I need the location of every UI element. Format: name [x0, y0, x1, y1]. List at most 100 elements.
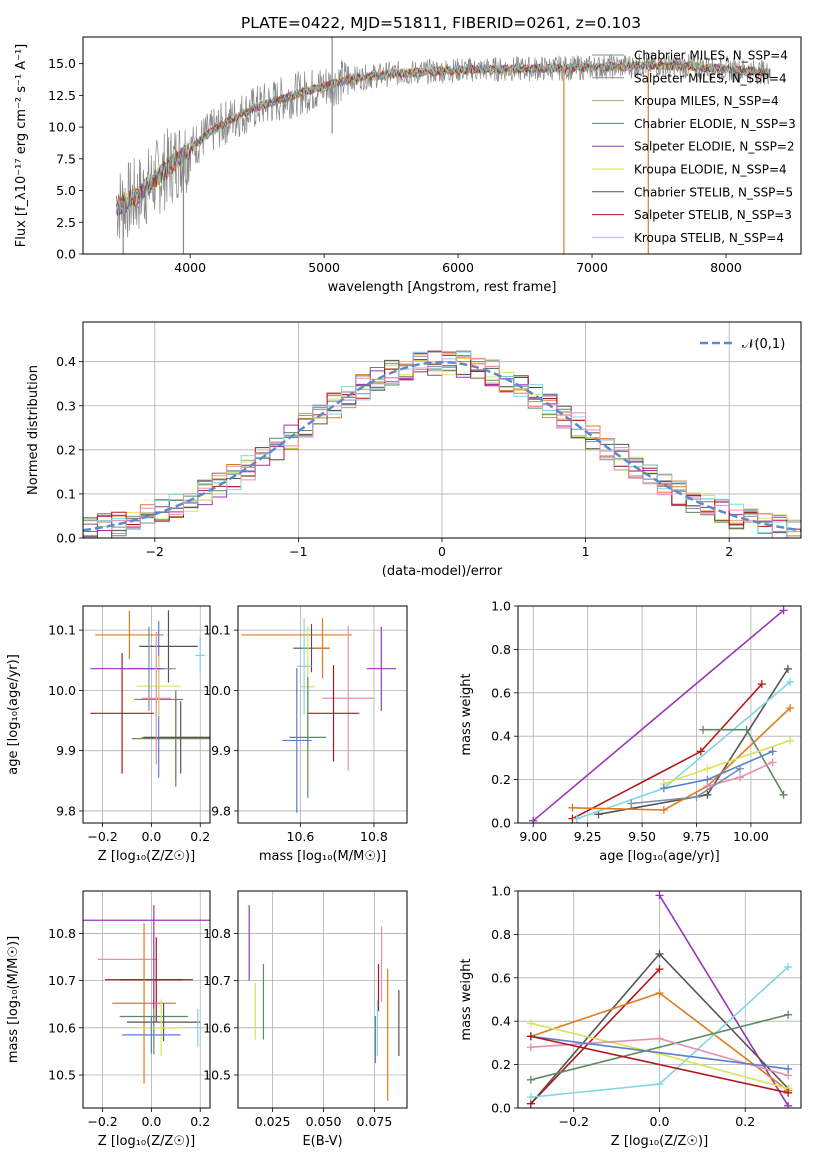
- axes-frame: [82, 890, 211, 1109]
- x-tick-label: 9.50: [628, 829, 656, 844]
- plot-area-weight-vs-age: [518, 606, 801, 823]
- x-tick-label: 6000: [442, 260, 474, 275]
- x-tick-label: 8000: [710, 260, 742, 275]
- x-tick-label: 2: [725, 544, 733, 559]
- series-line: [572, 683, 763, 820]
- series-line: [530, 1035, 789, 1070]
- series-marker: [757, 680, 766, 689]
- series-marker: [779, 606, 788, 615]
- series-marker: [655, 965, 664, 974]
- series-marker: [627, 799, 636, 808]
- gaussian-curve: [83, 360, 801, 532]
- series-line: [530, 1035, 789, 1094]
- plot-area-mass-vs-Z: [83, 891, 210, 1108]
- y-tick-label: 9.8: [56, 803, 76, 818]
- x-axis-label: age [log₁₀(age/yr)]: [599, 849, 720, 864]
- series-marker: [526, 1032, 535, 1041]
- panel-residuals: −2 −1 0 1 2 0.0 0.1 0.2 0.3 0.4 (data-model)/error…: [26, 321, 802, 579]
- x-tick-label: 5000: [308, 260, 340, 275]
- axes-frame: [237, 605, 408, 824]
- figure-title: PLATE=0422, MJD=51811, FIBERID=0261, z=0…: [241, 14, 641, 32]
- x-axis-label: E(B-V): [302, 1134, 342, 1149]
- x-tick-label: 9.75: [683, 829, 711, 844]
- legend-label: Kroupa ELODIE, N_SSP=4: [634, 163, 787, 177]
- y-tick-label: 0.4: [56, 354, 76, 369]
- axes-frame: [237, 890, 408, 1109]
- series-marker: [784, 962, 793, 971]
- y-tick-label: 0.0: [491, 816, 511, 831]
- plot-area-age-vs-Z: [83, 606, 210, 823]
- y-axis-label: mass weight: [459, 958, 474, 1040]
- series-line: [631, 768, 741, 805]
- y-tick-label: 10.6: [203, 1020, 231, 1035]
- series-marker: [786, 703, 795, 712]
- plot-area-weight-vs-Z: [518, 891, 801, 1108]
- panel-spectrum: 4000 5000 6000 7000 8000 0.0 2.5 5.0 7.5 10.0 12.5…: [14, 36, 802, 295]
- y-tick-label: 0.4: [491, 1014, 511, 1029]
- x-tick-label: 0.0: [141, 829, 161, 844]
- y-tick-label: 0.6: [491, 970, 511, 985]
- y-tick-label: 10.7: [203, 973, 231, 988]
- y-axis-label: mass [log₁₀(M/M☉)]: [6, 936, 21, 1063]
- series-marker: [784, 1010, 793, 1019]
- y-tick-label: 10.0: [48, 683, 76, 698]
- plot-area-age-vs-mass: [238, 606, 407, 823]
- series-marker: [659, 784, 668, 793]
- y-axis-label: Normed distribution: [26, 365, 41, 495]
- x-tick-label: 10.6: [287, 829, 315, 844]
- series-marker: [529, 816, 538, 823]
- y-tick-label: 0.0: [56, 531, 76, 546]
- axes-frame: [517, 605, 802, 824]
- series-marker: [526, 1075, 535, 1084]
- x-tick-label: 7000: [576, 260, 608, 275]
- x-axis-label: Z [log₁₀(Z/Z☉)]: [98, 849, 195, 864]
- y-tick-label: 0.2: [56, 442, 76, 457]
- series-marker: [784, 1064, 793, 1073]
- panel-age-vs-mass: 10.6 10.8 9.8 9.9 10.0 10.1 mass [log₁₀(M/M☉)]: [203, 605, 408, 864]
- y-axis-label: Flux [f_λ10⁻¹⁷ erg cm⁻² s⁻¹ A⁻¹]: [14, 44, 29, 248]
- legend-label: Chabrier ELODIE, N_SSP=3: [634, 117, 796, 131]
- plot-area-residuals: [83, 322, 801, 538]
- x-axis-label: mass [log₁₀(M/M☉)]: [259, 849, 386, 864]
- y-tick-label: 0.2: [491, 772, 511, 787]
- x-tick-label: −1: [289, 544, 307, 559]
- panel-weight-vs-age: 9.00 9.25 9.50 9.75 10.00 0.0 0.2 0.4 0.6 0.8 1.0 a…: [459, 599, 802, 864]
- spectrum-model-line: [116, 59, 771, 215]
- y-tick-label: 10.0: [48, 120, 76, 135]
- y-tick-label: 5.0: [56, 183, 76, 198]
- x-axis-label: Z [log₁₀(Z/Z☉)]: [611, 1134, 708, 1149]
- axes-frame: [82, 36, 802, 255]
- x-tick-label: 4000: [174, 260, 206, 275]
- y-tick-label: 9.9: [211, 743, 231, 758]
- y-tick-label: 0.3: [56, 398, 76, 413]
- series-marker: [742, 725, 751, 734]
- series-marker: [703, 790, 712, 799]
- series-marker: [572, 814, 581, 823]
- series-marker: [779, 790, 788, 799]
- y-axis-label: mass weight: [459, 673, 474, 755]
- x-tick-label: −2: [146, 544, 164, 559]
- series-marker: [526, 1043, 535, 1052]
- y-tick-label: 0.8: [491, 642, 511, 657]
- x-tick-label: 0.2: [735, 1114, 755, 1129]
- y-tick-label: 0.6: [491, 685, 511, 700]
- x-tick-label: 0.025: [255, 1114, 291, 1129]
- series-marker: [786, 736, 795, 745]
- x-axis-label: wavelength [Angstrom, rest frame]: [328, 280, 557, 295]
- x-tick-label: 0.2: [190, 829, 210, 844]
- x-tick-label: 0.0: [141, 1114, 161, 1129]
- legend-label: Salpeter ELODIE, N_SSP=2: [634, 140, 795, 154]
- x-tick-label: 0.0: [650, 1114, 670, 1129]
- x-tick-label: 10.8: [360, 829, 388, 844]
- y-tick-label: 0.8: [491, 927, 511, 942]
- y-tick-label: 0.2: [491, 1057, 511, 1072]
- panel-mass-vs-ebv: 0.025 0.050 0.075 10.5 10.6 10.7 10.8 E(B-V): [203, 890, 408, 1149]
- x-tick-label: 0.075: [357, 1114, 393, 1129]
- series-marker: [784, 1101, 793, 1108]
- series-line: [530, 1013, 789, 1081]
- plot-area-mass-vs-ebv: [238, 891, 407, 1108]
- panel-weight-vs-Z: −0.2 0.0 0.2 0.0 0.2 0.4 0.6 0.8 1.0 Z [log₁₀(Z/Z…: [459, 884, 802, 1149]
- y-tick-label: 10.8: [48, 926, 76, 941]
- series-line: [530, 968, 661, 1105]
- x-tick-label: −0.2: [87, 1114, 117, 1129]
